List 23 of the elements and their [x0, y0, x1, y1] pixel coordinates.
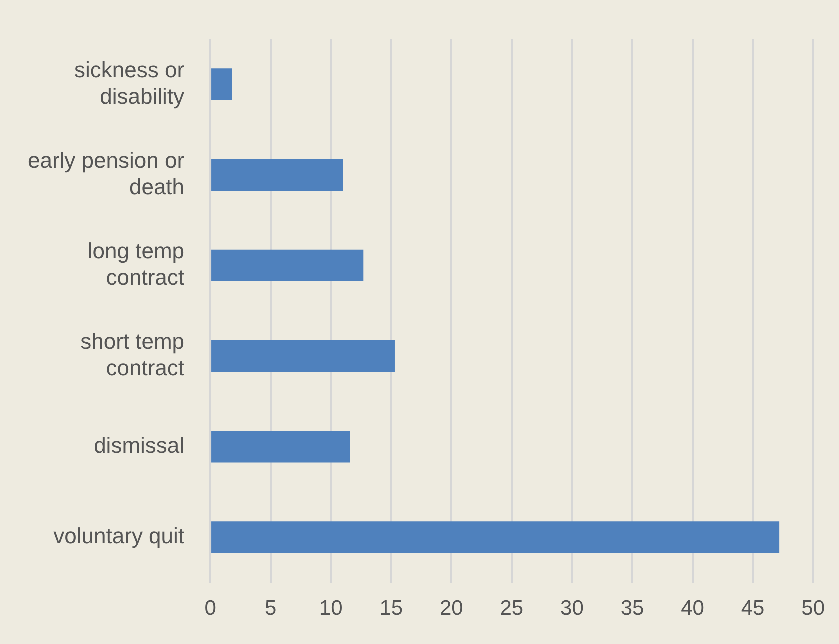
bar [212, 522, 780, 554]
x-tick-label: 40 [681, 597, 704, 620]
x-tick-label: 35 [620, 597, 644, 620]
bar [212, 68, 232, 100]
bar [212, 340, 395, 372]
x-tick-label: 20 [440, 597, 464, 620]
x-tick-label: 15 [380, 597, 404, 620]
x-tick-label: 10 [319, 597, 343, 620]
x-tick-label: 0 [204, 597, 216, 620]
y-tick-label: early pension or death [28, 148, 185, 200]
x-tick-label: 50 [802, 597, 825, 620]
x-tick-label: 30 [560, 597, 584, 620]
y-tick-label: dismissal [94, 432, 185, 458]
y-tick-label: sickness or disability [74, 57, 185, 109]
bar [212, 159, 344, 191]
x-tick-label: 45 [741, 597, 765, 620]
bar [212, 250, 364, 282]
y-tick-label: long temp contract [88, 238, 185, 290]
bar [212, 431, 350, 463]
x-tick-label: 5 [264, 597, 277, 620]
y-tick-label: short temp contract [80, 329, 185, 381]
y-tick-label: voluntary quit [54, 524, 185, 549]
x-tick-label: 25 [500, 597, 524, 620]
